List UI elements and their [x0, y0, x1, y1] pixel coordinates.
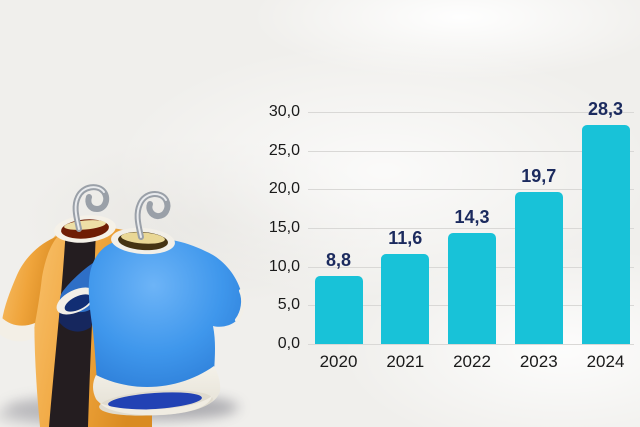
- gridline: [308, 344, 634, 345]
- orange-sleeve-cuff-trim: [0, 317, 35, 342]
- blue-hem-front-lip: [100, 396, 212, 416]
- x-axis-tick-label: 2024: [586, 352, 625, 371]
- bar-value-label: 28,3: [587, 99, 624, 120]
- bar-value-label: 11,6: [388, 228, 423, 249]
- bar: [514, 191, 563, 344]
- x-axis-tick-label: 2021: [386, 352, 425, 371]
- x-axis-tick-label: 2020: [319, 352, 358, 371]
- y-axis-tick-label: 25,0: [268, 141, 300, 159]
- orange-shirt-sleeve: [1, 236, 58, 339]
- y-axis-tick-label: 30,0: [268, 103, 300, 120]
- bar: [314, 275, 363, 344]
- y-axis-tick-label: 0,0: [277, 335, 300, 352]
- bar-value-label: 8,8: [325, 249, 352, 270]
- hanger-hook-icon: [72, 184, 110, 232]
- y-axis-tick-label: 5,0: [277, 296, 300, 314]
- bar: [581, 125, 630, 344]
- orange-hanger-bar: [64, 220, 106, 230]
- bar-value-label: 14,3: [454, 207, 490, 228]
- y-axis-tick-label: 10,0: [268, 257, 300, 275]
- blue-shirt-body: [88, 236, 244, 390]
- tshirts-illustration: [0, 184, 246, 427]
- blue-left-cuff-opening: [64, 294, 92, 312]
- bar: [381, 254, 430, 344]
- x-axis-tick-label: 2022: [453, 352, 491, 371]
- gridline: [308, 228, 634, 229]
- bar-chart: 0,0 5,0 10,0 15,0 20,0 25,0 30,0 8,8 2020 11,6 202…: [262, 96, 640, 392]
- x-axis-tick-label: 2023: [519, 352, 558, 371]
- blue-right-cuff-trim: [235, 289, 246, 322]
- gridline: [308, 112, 634, 113]
- bar-value-label: 19,7: [521, 165, 557, 186]
- blue-hem-interior: [108, 392, 202, 410]
- y-axis-tick-label: 20,0: [268, 180, 300, 198]
- y-axis-tick-label: 15,0: [268, 219, 300, 236]
- gridline: [308, 150, 634, 152]
- hanger-hook-icon: [134, 191, 171, 240]
- blue-shirt: [56, 191, 246, 416]
- gridline: [308, 189, 634, 191]
- bar: [448, 233, 496, 344]
